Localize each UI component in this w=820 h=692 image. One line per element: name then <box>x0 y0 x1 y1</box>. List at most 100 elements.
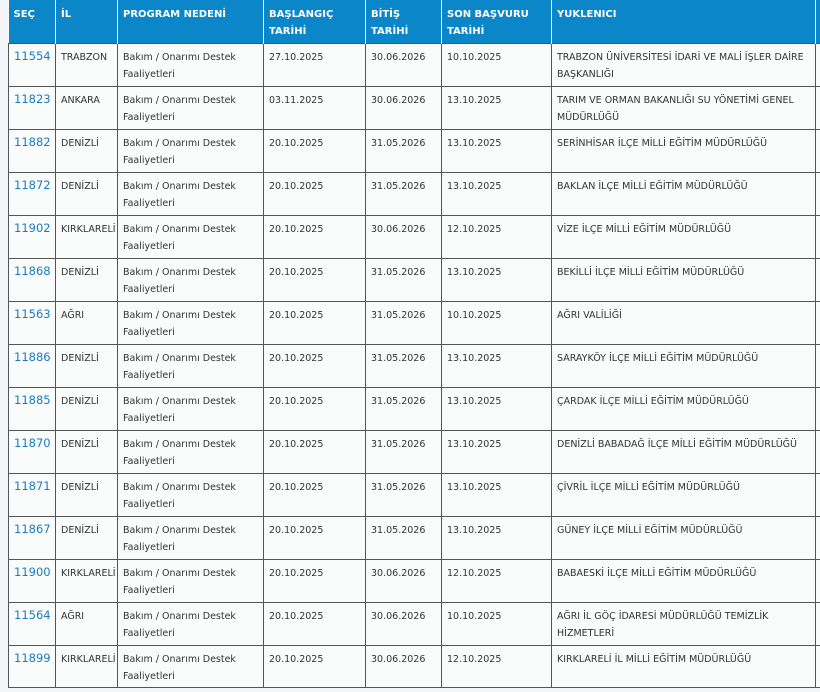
cell-deadline: 13.10.2025 <box>441 344 552 388</box>
table-row: 11564 AĞRI Bakım / Onarımı Destek Faaliyet… <box>8 602 820 646</box>
table-header-row: SEÇ İL PROGRAM NEDENİ BAŞLANGIÇ TARİHİ B… <box>8 0 820 44</box>
select-link[interactable]: 11564 <box>8 602 56 646</box>
cell-extra <box>815 43 820 87</box>
cell-start-date: 20.10.2025 <box>263 387 366 431</box>
select-link[interactable]: 11900 <box>8 559 56 603</box>
cell-deadline: 13.10.2025 <box>441 473 552 517</box>
tender-table: SEÇ İL PROGRAM NEDENİ BAŞLANGIÇ TARİHİ B… <box>8 0 820 688</box>
table-row: 11867 DENİZLİ Bakım / Onarımı Destek Faali… <box>8 516 820 560</box>
cell-program: Bakım / Onarımı Destek Faaliyetleri <box>117 172 264 216</box>
cell-end-date: 31.05.2026 <box>365 258 442 302</box>
cell-province: DENİZLİ <box>55 344 118 388</box>
cell-program: Bakım / Onarımı Destek Faaliyetleri <box>117 645 264 688</box>
cell-end-date: 31.05.2026 <box>365 387 442 431</box>
cell-contractor: TARIM VE ORMAN BAKANLIĞI SU YÖNETİMİ GEN… <box>551 86 816 130</box>
cell-province: DENİZLİ <box>55 258 118 302</box>
table-row: 11882 DENİZLİ Bakım / Onarımı Destek Faali… <box>8 129 820 173</box>
cell-program: Bakım / Onarımı Destek Faaliyetleri <box>117 559 264 603</box>
select-link[interactable]: 11885 <box>8 387 56 431</box>
cell-extra <box>815 602 820 646</box>
cell-end-date: 31.05.2026 <box>365 301 442 345</box>
header-end-date: BİTİŞ TARİHİ <box>365 0 442 44</box>
cell-program: Bakım / Onarımı Destek Faaliyetleri <box>117 301 264 345</box>
cell-program: Bakım / Onarımı Destek Faaliyetleri <box>117 43 264 87</box>
cell-deadline: 12.10.2025 <box>441 645 552 688</box>
cell-program: Bakım / Onarımı Destek Faaliyetleri <box>117 516 264 560</box>
table-row: 11886 DENİZLİ Bakım / Onarımı Destek Faali… <box>8 344 820 388</box>
cell-contractor: AĞRI İL GÖÇ İDARESİ MÜDÜRLÜĞÜ TEMİZLİK H… <box>551 602 816 646</box>
select-link[interactable]: 11886 <box>8 344 56 388</box>
select-link[interactable]: 11867 <box>8 516 56 560</box>
select-link[interactable]: 11871 <box>8 473 56 517</box>
header-sec: SEÇ <box>8 0 56 44</box>
cell-end-date: 31.05.2026 <box>365 430 442 474</box>
cell-province: KIRKLARELİ <box>55 645 118 688</box>
cell-extra <box>815 215 820 259</box>
cell-program: Bakım / Onarımı Destek Faaliyetleri <box>117 387 264 431</box>
cell-start-date: 20.10.2025 <box>263 129 366 173</box>
cell-extra <box>815 129 820 173</box>
select-link[interactable]: 11868 <box>8 258 56 302</box>
select-link[interactable]: 11823 <box>8 86 56 130</box>
select-link[interactable]: 11899 <box>8 645 56 688</box>
cell-start-date: 20.10.2025 <box>263 344 366 388</box>
cell-program: Bakım / Onarımı Destek Faaliyetleri <box>117 215 264 259</box>
cell-deadline: 10.10.2025 <box>441 602 552 646</box>
cell-province: DENİZLİ <box>55 129 118 173</box>
cell-province: DENİZLİ <box>55 387 118 431</box>
cell-start-date: 20.10.2025 <box>263 172 366 216</box>
cell-deadline: 10.10.2025 <box>441 43 552 87</box>
cell-extra <box>815 344 820 388</box>
cell-contractor: ÇARDAK İLÇE MİLLİ EĞİTİM MÜDÜRLÜĞÜ <box>551 387 816 431</box>
cell-program: Bakım / Onarımı Destek Faaliyetleri <box>117 258 264 302</box>
table-row: 11871 DENİZLİ Bakım / Onarımı Destek Faali… <box>8 473 820 517</box>
select-link[interactable]: 11563 <box>8 301 56 345</box>
table-row: 11868 DENİZLİ Bakım / Onarımı Destek Faali… <box>8 258 820 302</box>
cell-province: AĞRI <box>55 301 118 345</box>
cell-end-date: 30.06.2026 <box>365 43 442 87</box>
cell-start-date: 20.10.2025 <box>263 645 366 688</box>
table-row: 11870 DENİZLİ Bakım / Onarımı Destek Faali… <box>8 430 820 474</box>
table-row: 11823 ANKARA Bakım / Onarımı Destek Faaliy… <box>8 86 820 130</box>
cell-deadline: 13.10.2025 <box>441 258 552 302</box>
cell-contractor: KIRKLARELİ İL MİLLİ EĞİTİM MÜDÜRLÜĞÜ <box>551 645 816 688</box>
cell-deadline: 13.10.2025 <box>441 516 552 560</box>
table-row: 11900 KIRKLARELİ Bakım / Onarımı Destek Fa… <box>8 559 820 603</box>
select-link[interactable]: 11554 <box>8 43 56 87</box>
cell-extra <box>815 430 820 474</box>
cell-province: DENİZLİ <box>55 172 118 216</box>
select-link[interactable]: 11882 <box>8 129 56 173</box>
table-row: 11885 DENİZLİ Bakım / Onarımı Destek Faali… <box>8 387 820 431</box>
cell-contractor: BAKLAN İLÇE MİLLİ EĞİTİM MÜDÜRLÜĞÜ <box>551 172 816 216</box>
cell-extra <box>815 473 820 517</box>
cell-program: Bakım / Onarımı Destek Faaliyetleri <box>117 602 264 646</box>
cell-contractor: VİZE İLÇE MİLLİ EĞİTİM MÜDÜRLÜĞÜ <box>551 215 816 259</box>
cell-contractor: GÜNEY İLÇE MİLLİ EĞİTİM MÜDÜRLÜĞÜ <box>551 516 816 560</box>
select-link[interactable]: 11870 <box>8 430 56 474</box>
cell-start-date: 20.10.2025 <box>263 516 366 560</box>
cell-start-date: 20.10.2025 <box>263 430 366 474</box>
cell-end-date: 30.06.2026 <box>365 86 442 130</box>
cell-end-date: 30.06.2026 <box>365 559 442 603</box>
cell-contractor: TRABZON ÜNİVERSİTESİ İDARİ VE MALİ İŞLER… <box>551 43 816 87</box>
cell-start-date: 20.10.2025 <box>263 559 366 603</box>
cell-extra <box>815 301 820 345</box>
cell-deadline: 13.10.2025 <box>441 387 552 431</box>
header-program: PROGRAM NEDENİ <box>117 0 264 44</box>
table-row: 11902 KIRKLARELİ Bakım / Onarımı Destek Fa… <box>8 215 820 259</box>
cell-program: Bakım / Onarımı Destek Faaliyetleri <box>117 129 264 173</box>
cell-start-date: 03.11.2025 <box>263 86 366 130</box>
cell-province: DENİZLİ <box>55 516 118 560</box>
header-il: İL <box>55 0 118 44</box>
select-link[interactable]: 11872 <box>8 172 56 216</box>
cell-contractor: BEKİLLİ İLÇE MİLLİ EĞİTİM MÜDÜRLÜĞÜ <box>551 258 816 302</box>
cell-province: KIRKLARELİ <box>55 559 118 603</box>
cell-deadline: 13.10.2025 <box>441 86 552 130</box>
cell-program: Bakım / Onarımı Destek Faaliyetleri <box>117 473 264 517</box>
cell-end-date: 30.06.2026 <box>365 215 442 259</box>
cell-province: AĞRI <box>55 602 118 646</box>
cell-deadline: 13.10.2025 <box>441 129 552 173</box>
select-link[interactable]: 11902 <box>8 215 56 259</box>
cell-province: DENİZLİ <box>55 473 118 517</box>
cell-end-date: 31.05.2026 <box>365 129 442 173</box>
